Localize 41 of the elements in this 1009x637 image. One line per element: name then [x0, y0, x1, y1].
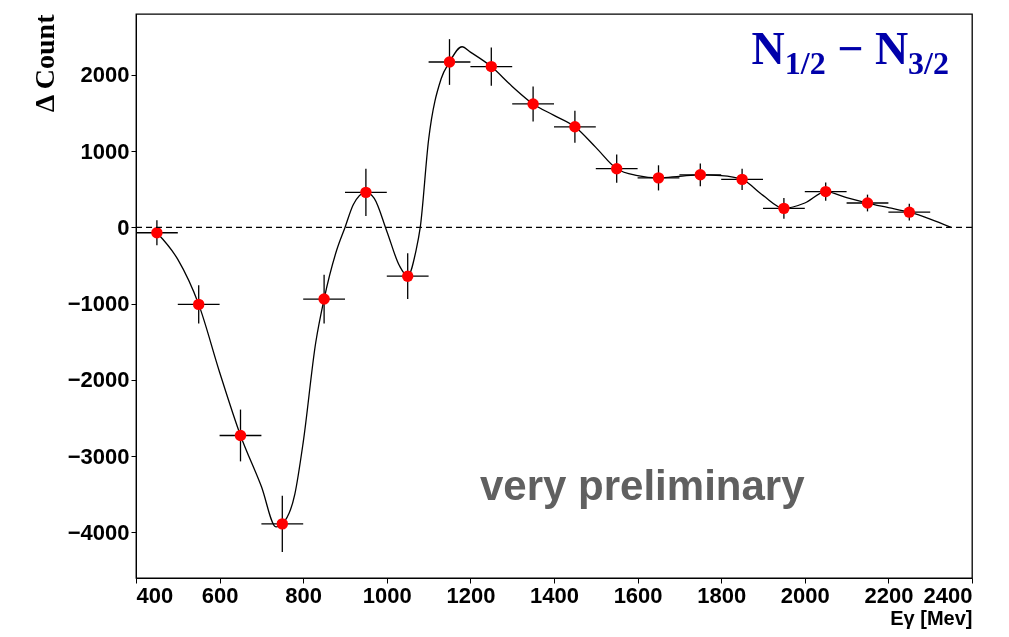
- y-tick-label: 2000: [80, 62, 130, 88]
- point: [736, 173, 748, 186]
- y-tick-label: −4000: [67, 519, 130, 545]
- point: [151, 227, 163, 239]
- point: [360, 186, 372, 199]
- x-tick-label: 400: [136, 582, 174, 608]
- point: [778, 202, 790, 215]
- y-tick-label: −1000: [67, 291, 130, 317]
- point: [485, 60, 497, 73]
- x-tick-label: 800: [285, 582, 323, 608]
- annotation: N$_{1/2}$ − N$_{3/2}$: [751, 22, 949, 83]
- x-tick-label: 600: [201, 582, 239, 608]
- point: [820, 185, 832, 198]
- y-tick-label: −3000: [67, 443, 130, 469]
- x-tick-label: 2000: [780, 582, 830, 608]
- x-tick-label: 2400: [923, 582, 973, 608]
- x-tick-label: 1800: [697, 582, 747, 608]
- x-tick-label: 1000: [362, 582, 412, 608]
- point: [861, 197, 874, 209]
- point: [903, 206, 915, 218]
- x-tick-label: 1200: [446, 582, 496, 608]
- point: [402, 270, 414, 282]
- annotation: very preliminary: [480, 462, 805, 510]
- point: [234, 429, 247, 442]
- point: [443, 56, 456, 68]
- point: [569, 121, 581, 133]
- x-tick-label: 1600: [613, 582, 663, 608]
- point: [193, 298, 205, 311]
- y-tick-label: 0: [117, 214, 130, 240]
- point: [527, 98, 539, 110]
- point: [652, 172, 665, 184]
- point: [611, 163, 623, 175]
- y-tick-label: 1000: [80, 138, 130, 164]
- y-axis-title: Δ Count: [28, 13, 60, 113]
- point: [694, 169, 706, 181]
- y-tick-label: −2000: [67, 367, 130, 393]
- x-tick-label: 2200: [864, 582, 914, 608]
- point: [318, 293, 330, 305]
- x-axis-title: Eγ [Mev]: [890, 606, 973, 629]
- x-tick-label: 1400: [530, 582, 579, 608]
- point: [276, 518, 288, 530]
